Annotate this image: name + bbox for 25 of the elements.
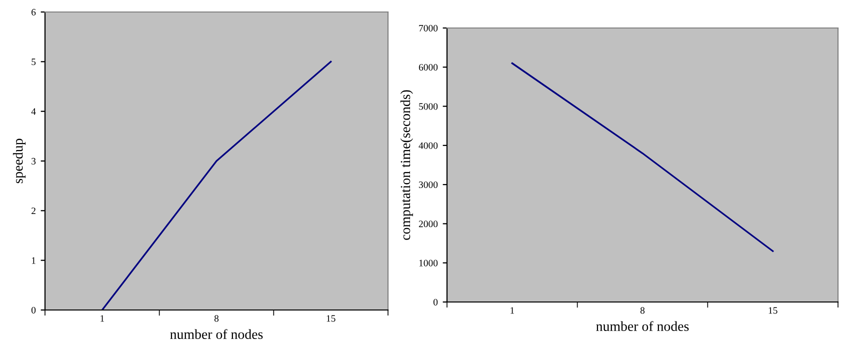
x-tick-label: 8: [214, 315, 219, 322]
y-tick-label: 2: [32, 208, 36, 214]
y-tick-label: 2000: [418, 220, 438, 228]
y-tick-label: 1000: [419, 260, 438, 266]
y-tick-label: 7000: [419, 24, 438, 32]
x-tick-label: 8: [640, 307, 645, 314]
y-tick-label: 4000: [418, 142, 438, 149]
y-axis-title: speedup: [12, 138, 26, 184]
y-tick-label: 3: [32, 158, 36, 164]
x-tick-label: 1: [510, 307, 514, 314]
y-tick-label: 3000: [418, 181, 438, 188]
x-axis-title: number of nodes: [596, 321, 689, 332]
y-tick-label: 5000: [419, 103, 438, 110]
y-tick-label: 6000: [418, 64, 438, 71]
y-tick-label: 0: [31, 306, 36, 314]
x-axis-title: number of nodes: [170, 329, 263, 340]
x-tick-label: 15: [326, 315, 336, 322]
y-tick-label: 5: [32, 58, 36, 66]
x-tick-label: 15: [768, 307, 778, 314]
x-tick-label: 1: [100, 315, 104, 322]
y-tick-label: 4: [31, 108, 36, 115]
y-tick-label: 6: [32, 8, 36, 16]
y-axis-title: computation time(seconds): [400, 90, 413, 240]
y-tick-label: 1: [32, 257, 36, 264]
y-tick-label: 0: [433, 298, 438, 306]
